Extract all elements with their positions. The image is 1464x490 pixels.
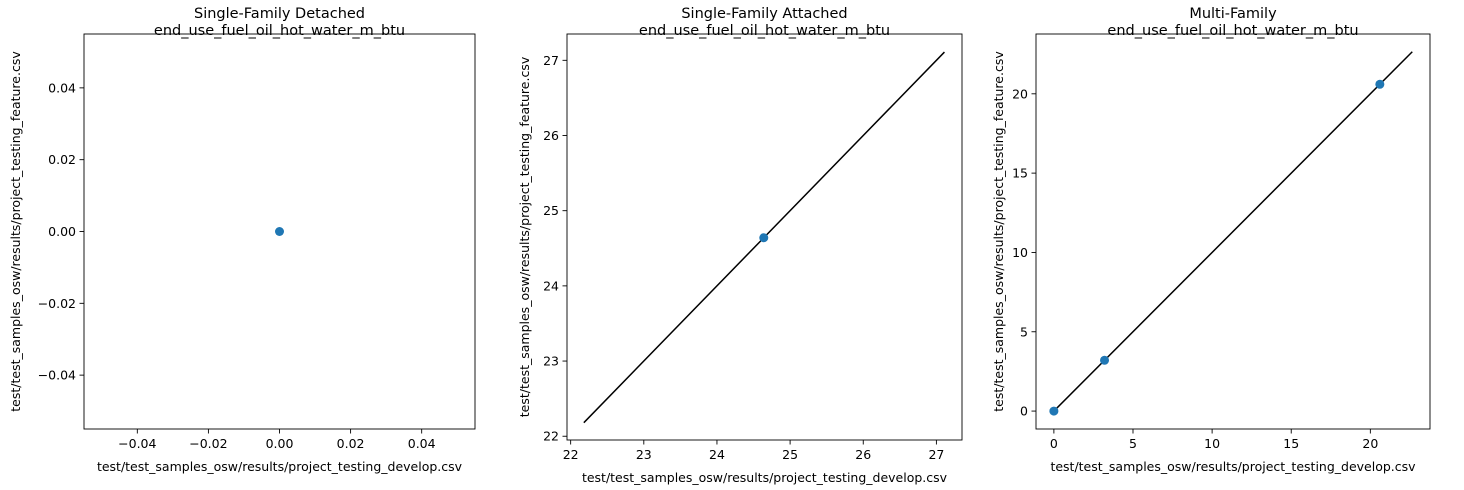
y-tick-label: 5 [1020, 324, 1028, 339]
chart-panel-1: −0.04 −0.02 0.00 0.02 0.04 −0.04 −0.02 0.00 0.02… [8, 6, 476, 474]
x-tick-label: 10 [1204, 436, 1220, 451]
x-tick-label: 24 [709, 447, 725, 462]
x-axis-label: test/test_samples_osw/results/project_te… [1050, 459, 1416, 474]
chart-title: Multi-Family [1189, 6, 1277, 22]
y-axis-label: test/test_samples_osw/results/project_te… [8, 51, 23, 412]
y-tick-label: 27 [543, 53, 559, 68]
chart-title: Single-Family Detached [194, 6, 365, 22]
chart-subtitle: end_use_fuel_oil_hot_water_m_btu [1107, 23, 1358, 39]
x-tick-label: 23 [636, 447, 652, 462]
x-tick-label: 0.04 [408, 436, 436, 451]
y-tick-label: 20 [1012, 86, 1028, 101]
y-axis-label: test/test_samples_osw/results/project_te… [991, 51, 1006, 412]
x-tick-label: 27 [928, 447, 944, 462]
x-axis-label: test/test_samples_osw/results/project_te… [97, 459, 463, 474]
x-tick-label: 5 [1129, 436, 1137, 451]
chart-panel-2: 22 23 24 25 26 27 22 23 24 25 26 27 Single-Family At… [517, 6, 963, 485]
x-tick-label: 0.00 [266, 436, 294, 451]
y-tick-label: 22 [543, 429, 559, 444]
y-tick-label: 0 [1020, 404, 1028, 419]
axes-frame [1035, 33, 1431, 430]
data-point [1375, 79, 1385, 89]
y-tick-label: 24 [543, 278, 559, 293]
x-tick-label: 26 [855, 447, 871, 462]
chart-subtitle: end_use_fuel_oil_hot_water_m_btu [639, 23, 890, 39]
x-tick-label: −0.02 [189, 436, 227, 451]
y-tick-label: −0.02 [38, 296, 76, 311]
y-tick-label: 26 [543, 128, 559, 143]
y-tick-label: −0.04 [38, 368, 76, 383]
identity-line [1053, 51, 1413, 412]
y-tick-label: 0.04 [48, 80, 76, 95]
y-tick-label: 0.02 [48, 152, 76, 167]
x-tick-label: 15 [1283, 436, 1299, 451]
x-tick-label: 0.02 [337, 436, 365, 451]
x-axis-label: test/test_samples_osw/results/project_te… [582, 470, 948, 485]
chart-title: Single-Family Attached [681, 6, 847, 22]
x-tick-label: 0 [1050, 436, 1058, 451]
data-point [759, 233, 769, 243]
axes-frame [566, 33, 963, 441]
chart-panel-3: 0 5 10 15 20 0 5 10 15 20 Multi-Familyend_use_fuel… [991, 6, 1431, 474]
y-axis-label: test/test_samples_osw/results/project_te… [517, 56, 532, 417]
y-tick-label: 15 [1012, 166, 1028, 181]
data-point [1049, 406, 1059, 416]
x-tick-label: −0.04 [118, 436, 156, 451]
y-tick-label: 10 [1012, 245, 1028, 260]
data-point [275, 227, 284, 236]
y-tick-label: 0.00 [48, 224, 76, 239]
x-tick-label: 22 [563, 447, 579, 462]
data-point [1100, 355, 1110, 365]
x-tick-label: 25 [782, 447, 798, 462]
x-tick-label: 20 [1362, 436, 1378, 451]
chart-subtitle: end_use_fuel_oil_hot_water_m_btu [154, 23, 405, 39]
y-tick-label: 25 [543, 203, 559, 218]
y-tick-label: 23 [543, 354, 559, 369]
